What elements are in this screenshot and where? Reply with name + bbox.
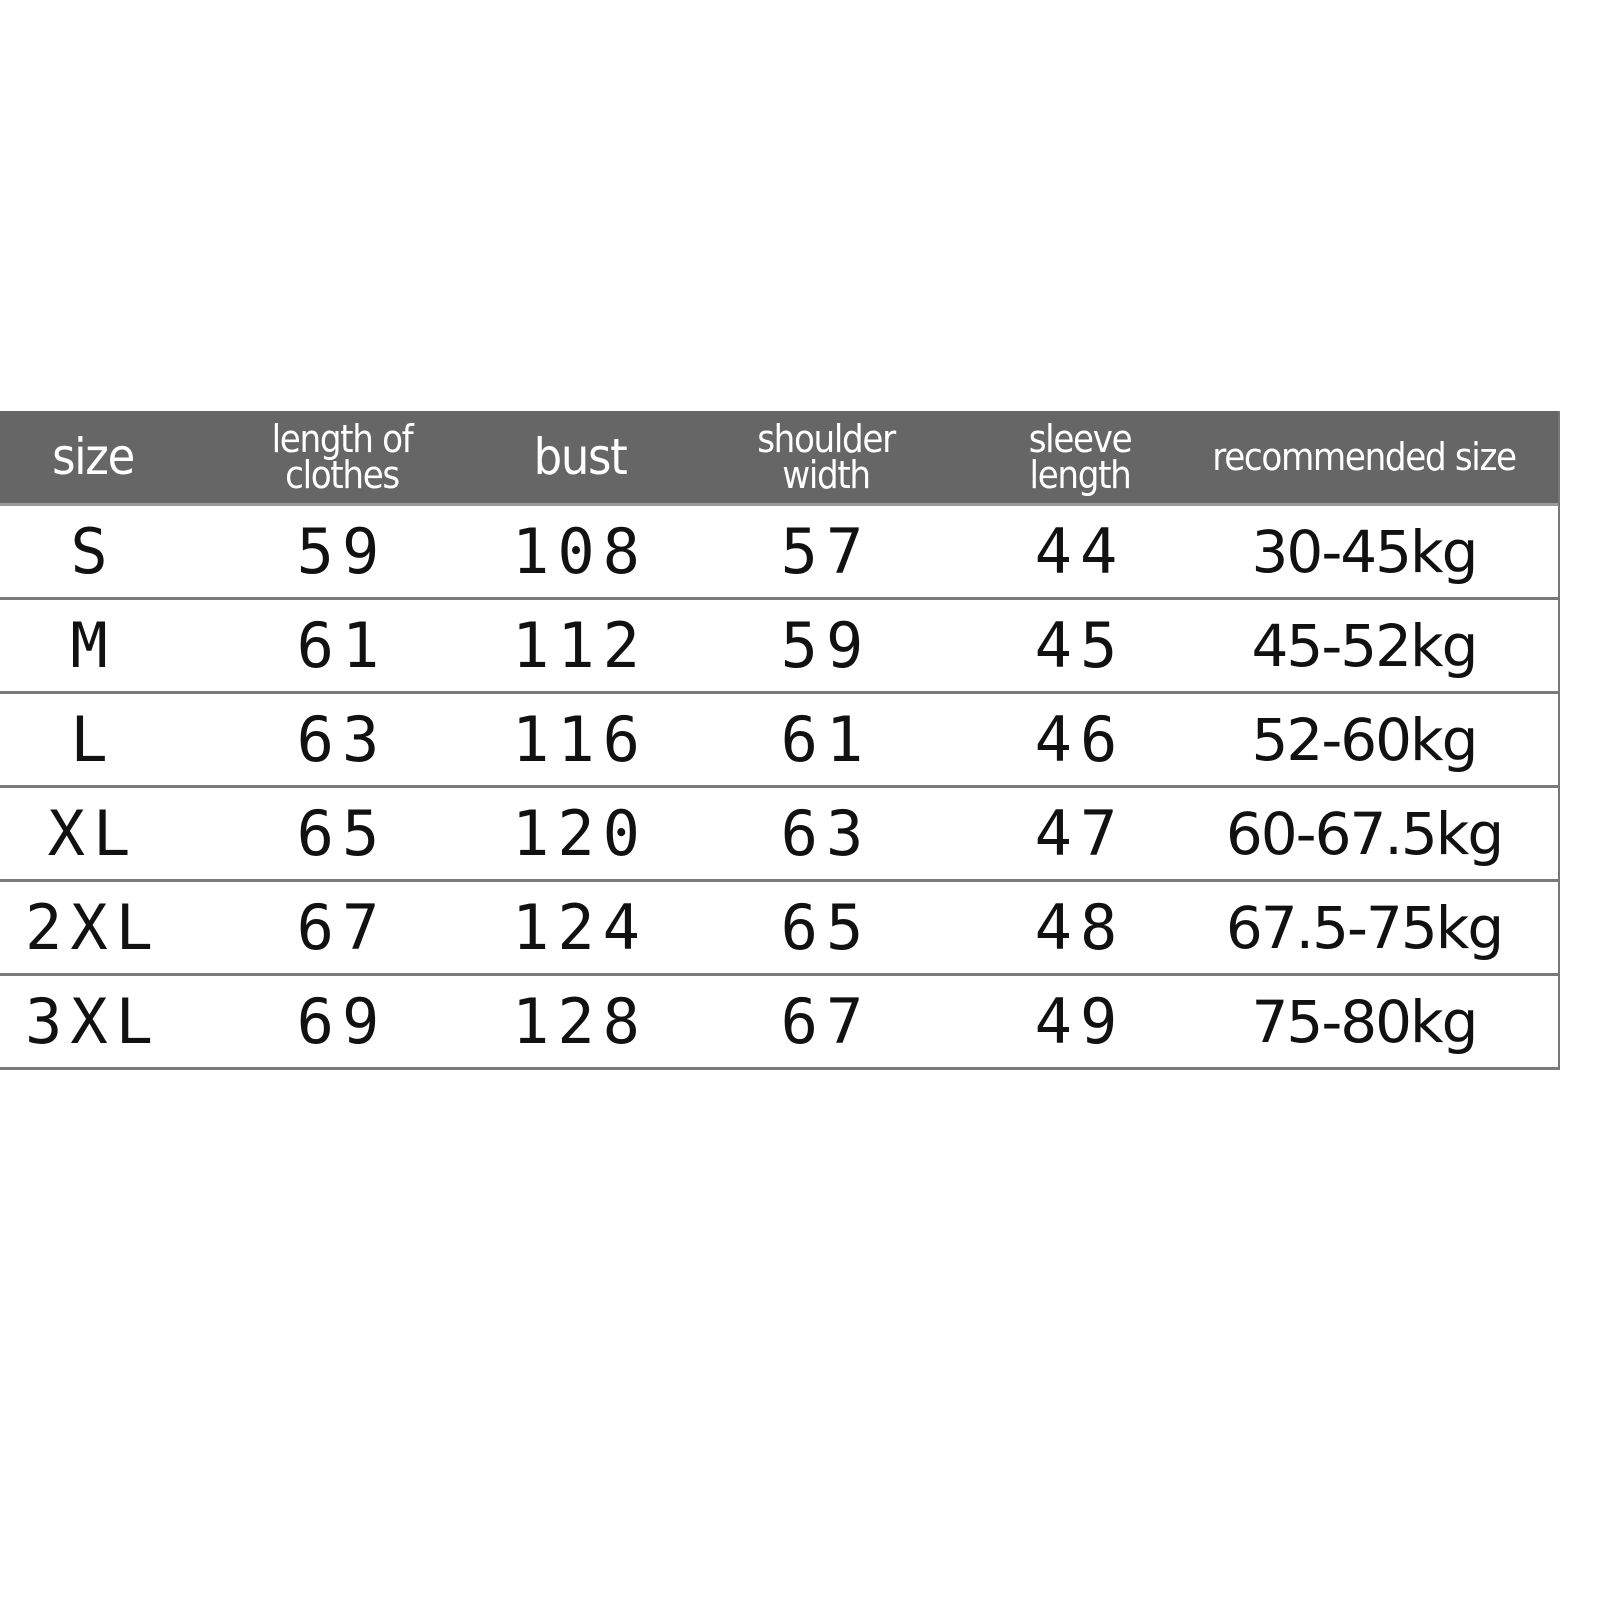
header-recommended-size: recommended size (1212, 435, 1517, 479)
cell-recommended-size: 67.5-75kg (1225, 893, 1504, 962)
table-row: 2XL 67 124 65 48 67.5-75kg (0, 882, 1558, 976)
cell-recommended-size: 60-67.5kg (1225, 799, 1504, 868)
cell-bust: 124 (512, 891, 648, 964)
cell-length-of-clothes: 67 (296, 891, 388, 964)
table-row: L 63 116 61 46 52-60kg (0, 694, 1558, 788)
cell-sleeve-length: 44 (1034, 515, 1126, 588)
table-row: XL 65 120 63 47 60-67.5kg (0, 788, 1558, 882)
header-size: size (52, 428, 135, 486)
table-header-row: size length of clothes bust shoulder wid… (0, 411, 1558, 506)
cell-length-of-clothes: 59 (296, 515, 388, 588)
cell-shoulder-width: 63 (780, 797, 872, 870)
table-row: M 61 112 59 45 45-52kg (0, 600, 1558, 694)
table-row: S 59 108 57 44 30-45kg (0, 506, 1558, 600)
cell-sleeve-length: 48 (1034, 891, 1126, 964)
cell-length-of-clothes: 65 (296, 797, 388, 870)
cell-bust: 108 (512, 515, 648, 588)
cell-length-of-clothes: 69 (296, 985, 388, 1058)
header-length-of-clothes: length of clothes (271, 417, 414, 497)
header-sleeve-length: sleeve length (1028, 417, 1133, 497)
size-chart-table: size length of clothes bust shoulder wid… (0, 411, 1560, 1070)
cell-sleeve-length: 47 (1034, 797, 1126, 870)
cell-size: XL (47, 797, 139, 870)
cell-size: 3XL (25, 985, 161, 1058)
cell-size: M (70, 609, 116, 682)
cell-bust: 112 (512, 609, 648, 682)
cell-sleeve-length: 46 (1034, 703, 1126, 776)
cell-length-of-clothes: 63 (296, 703, 388, 776)
header-bust: bust (533, 428, 628, 486)
cell-bust: 116 (512, 703, 648, 776)
cell-shoulder-width: 67 (780, 985, 872, 1058)
cell-recommended-size: 52-60kg (1251, 705, 1479, 774)
cell-bust: 120 (512, 797, 648, 870)
cell-sleeve-length: 49 (1034, 985, 1126, 1058)
cell-size: S (70, 515, 116, 588)
cell-bust: 128 (512, 985, 648, 1058)
header-shoulder-width: shoulder width (757, 417, 896, 497)
cell-shoulder-width: 65 (780, 891, 872, 964)
table-row: 3XL 69 128 67 49 75-80kg (0, 976, 1558, 1070)
cell-recommended-size: 30-45kg (1251, 517, 1479, 586)
cell-recommended-size: 75-80kg (1251, 987, 1479, 1056)
cell-size: 2XL (25, 891, 161, 964)
cell-shoulder-width: 59 (780, 609, 872, 682)
cell-shoulder-width: 57 (780, 515, 872, 588)
cell-shoulder-width: 61 (780, 703, 872, 776)
cell-size: L (70, 703, 116, 776)
cell-sleeve-length: 45 (1034, 609, 1126, 682)
cell-recommended-size: 45-52kg (1251, 611, 1479, 680)
table-body: S 59 108 57 44 30-45kg M 61 112 59 45 45-52kg L 63 116… (0, 506, 1558, 1070)
cell-length-of-clothes: 61 (296, 609, 388, 682)
